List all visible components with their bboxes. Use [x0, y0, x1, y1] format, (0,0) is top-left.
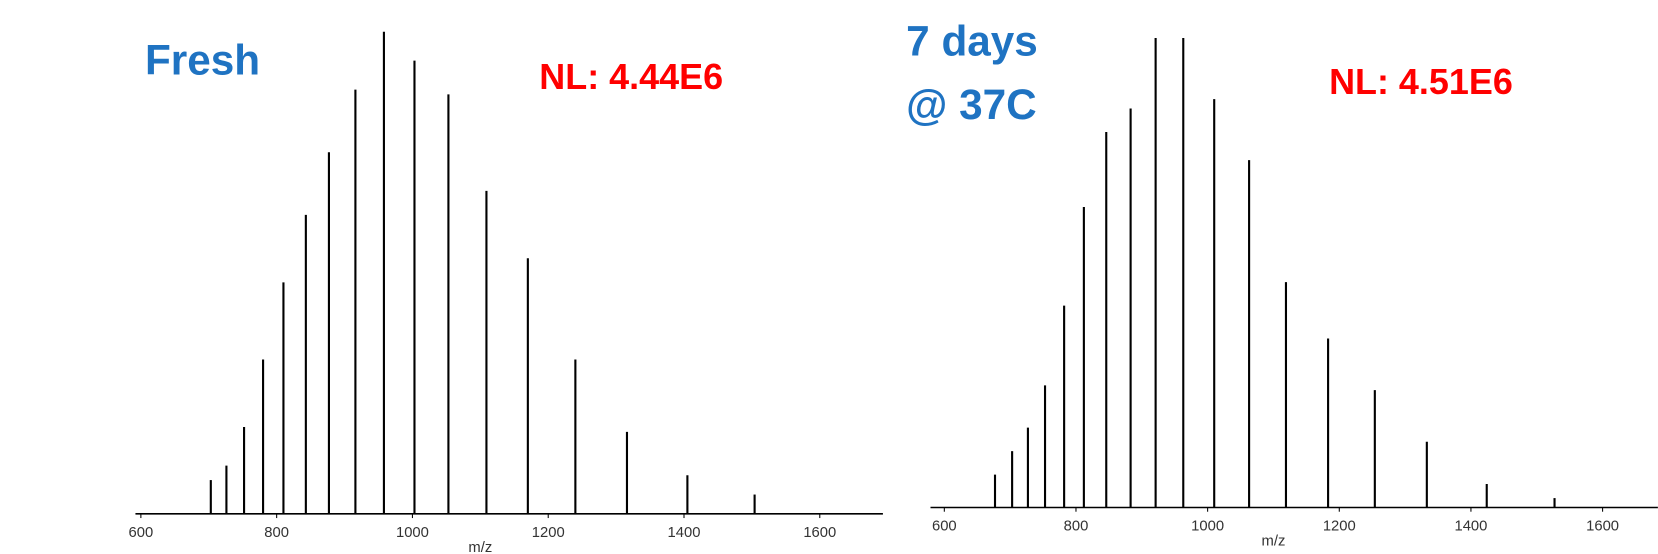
x-tick-label: 1200: [532, 525, 565, 541]
panel-title: Fresh: [145, 37, 260, 84]
x-tick-label: 1600: [803, 525, 836, 541]
x-tick-label: 1200: [1323, 519, 1356, 535]
x-tick-label: 600: [129, 525, 154, 541]
x-tick-label: 1400: [1454, 519, 1487, 535]
x-tick-label: 800: [1064, 519, 1089, 535]
panel-title: @ 37C: [906, 81, 1037, 128]
annotation: NL: 4.51E6: [1329, 61, 1513, 102]
x-tick-label: 1000: [1191, 519, 1224, 535]
x-tick-label: 1000: [396, 525, 429, 541]
x-axis-label: m/z: [468, 540, 492, 554]
x-tick-label: 1400: [668, 525, 701, 541]
x-axis-label: m/z: [1262, 534, 1286, 550]
annotation: NL: 4.44E6: [539, 56, 723, 97]
x-tick-label: 800: [264, 525, 289, 541]
x-tick-label: 1600: [1586, 519, 1619, 535]
panel-title: 7 days: [906, 18, 1038, 65]
x-tick-label: 600: [932, 519, 957, 535]
